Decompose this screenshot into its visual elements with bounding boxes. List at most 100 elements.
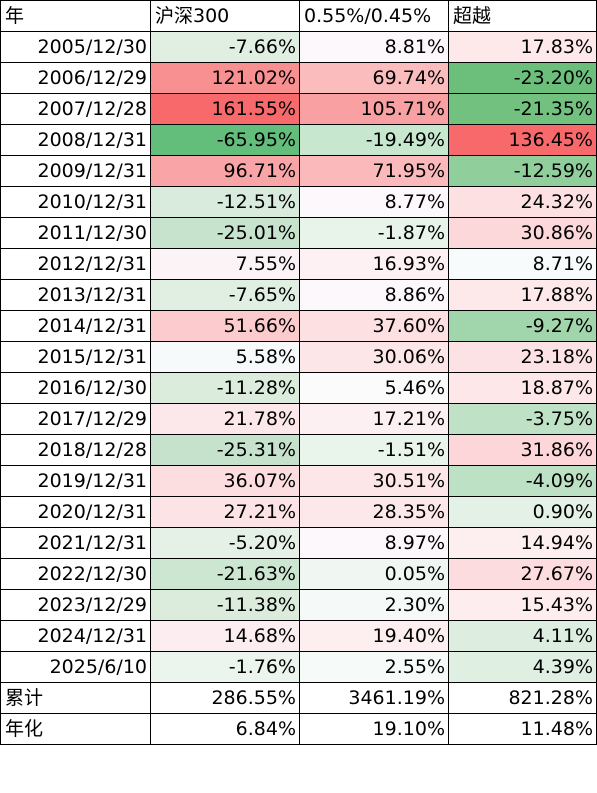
excess-return-cell: 31.86% — [448, 434, 597, 466]
strategy-return-cell: 37.60% — [299, 310, 449, 342]
summary-strategy-cell: 3461.19% — [299, 682, 449, 714]
table-row: 2024/12/31 14.68% 19.40% 4.11% — [0, 620, 597, 652]
year-cell: 2006/12/29 — [0, 62, 151, 94]
hs300-return-cell: -25.01% — [150, 217, 300, 249]
table-row: 2007/12/28 161.55% 105.71% -21.35% — [0, 93, 597, 125]
excess-return-cell: 17.88% — [448, 279, 597, 311]
excess-return-cell: 17.83% — [448, 31, 597, 63]
hs300-return-cell: -21.63% — [150, 558, 300, 590]
summary-excess-cell: 821.28% — [448, 682, 597, 714]
summary-row: 年化 6.84% 19.10% 11.48% — [0, 713, 597, 745]
year-cell: 2013/12/31 — [0, 279, 151, 311]
summary-hs300-cell: 286.55% — [150, 682, 300, 714]
table-row: 2017/12/29 21.78% 17.21% -3.75% — [0, 403, 597, 435]
hs300-return-cell: -11.38% — [150, 589, 300, 621]
hs300-return-cell: 121.02% — [150, 62, 300, 94]
strategy-return-cell: 17.21% — [299, 403, 449, 435]
year-cell: 2024/12/31 — [0, 620, 151, 652]
strategy-return-cell: 16.93% — [299, 248, 449, 280]
excess-return-cell: -23.20% — [448, 62, 597, 94]
year-cell: 2021/12/31 — [0, 527, 151, 559]
table-row: 2021/12/31 -5.20% 8.97% 14.94% — [0, 527, 597, 559]
excess-return-cell: -3.75% — [448, 403, 597, 435]
table-row: 2008/12/31 -65.95% -19.49% 136.45% — [0, 124, 597, 156]
year-cell: 2019/12/31 — [0, 465, 151, 497]
table-row: 2025/6/10 -1.76% 2.55% 4.39% — [0, 651, 597, 683]
year-cell: 2010/12/31 — [0, 186, 151, 218]
table-row: 2010/12/31 -12.51% 8.77% 24.32% — [0, 186, 597, 218]
summary-row: 累计 286.55% 3461.19% 821.28% — [0, 682, 597, 714]
table-row: 2020/12/31 27.21% 28.35% 0.90% — [0, 496, 597, 528]
strategy-return-cell: -19.49% — [299, 124, 449, 156]
table-row: 2005/12/30 -7.66% 8.81% 17.83% — [0, 31, 597, 63]
year-cell: 2025/6/10 — [0, 651, 151, 683]
summary-excess-cell: 11.48% — [448, 713, 597, 745]
header-year: 年 — [0, 0, 151, 32]
year-cell: 2020/12/31 — [0, 496, 151, 528]
excess-return-cell: -12.59% — [448, 155, 597, 187]
excess-return-cell: 24.32% — [448, 186, 597, 218]
strategy-return-cell: 2.55% — [299, 651, 449, 683]
strategy-return-cell: 5.46% — [299, 372, 449, 404]
hs300-return-cell: -1.76% — [150, 651, 300, 683]
strategy-return-cell: -1.51% — [299, 434, 449, 466]
header-hs300: 沪深300 — [150, 0, 300, 32]
excess-return-cell: 4.11% — [448, 620, 597, 652]
year-cell: 2011/12/30 — [0, 217, 151, 249]
hs300-return-cell: 36.07% — [150, 465, 300, 497]
table-row: 2009/12/31 96.71% 71.95% -12.59% — [0, 155, 597, 187]
excess-return-cell: 30.86% — [448, 217, 597, 249]
strategy-return-cell: 30.51% — [299, 465, 449, 497]
summary-label-cell: 累计 — [0, 682, 151, 714]
hs300-return-cell: 14.68% — [150, 620, 300, 652]
strategy-return-cell: 2.30% — [299, 589, 449, 621]
hs300-return-cell: 27.21% — [150, 496, 300, 528]
year-cell: 2015/12/31 — [0, 341, 151, 373]
excess-return-cell: -9.27% — [448, 310, 597, 342]
header-excess: 超越 — [448, 0, 597, 32]
year-cell: 2018/12/28 — [0, 434, 151, 466]
year-cell: 2008/12/31 — [0, 124, 151, 156]
year-cell: 2023/12/29 — [0, 589, 151, 621]
hs300-return-cell: 21.78% — [150, 403, 300, 435]
hs300-return-cell: -65.95% — [150, 124, 300, 156]
summary-strategy-cell: 19.10% — [299, 713, 449, 745]
strategy-return-cell: 71.95% — [299, 155, 449, 187]
strategy-return-cell: 0.05% — [299, 558, 449, 590]
hs300-return-cell: 96.71% — [150, 155, 300, 187]
strategy-return-cell: 19.40% — [299, 620, 449, 652]
excess-return-cell: 4.39% — [448, 651, 597, 683]
excess-return-cell: -21.35% — [448, 93, 597, 125]
table-row: 2018/12/28 -25.31% -1.51% 31.86% — [0, 434, 597, 466]
strategy-return-cell: 69.74% — [299, 62, 449, 94]
header-row: 年 沪深300 0.55%/0.45% 超越 — [0, 0, 597, 32]
year-cell: 2017/12/29 — [0, 403, 151, 435]
excess-return-cell: 15.43% — [448, 589, 597, 621]
table-row: 2023/12/29 -11.38% 2.30% 15.43% — [0, 589, 597, 621]
summary-hs300-cell: 6.84% — [150, 713, 300, 745]
hs300-return-cell: 51.66% — [150, 310, 300, 342]
excess-return-cell: 8.71% — [448, 248, 597, 280]
table-row: 2012/12/31 7.55% 16.93% 8.71% — [0, 248, 597, 280]
strategy-return-cell: 8.77% — [299, 186, 449, 218]
table-row: 2016/12/30 -11.28% 5.46% 18.87% — [0, 372, 597, 404]
year-cell: 2007/12/28 — [0, 93, 151, 125]
header-strategy: 0.55%/0.45% — [299, 0, 449, 32]
table-row: 2015/12/31 5.58% 30.06% 23.18% — [0, 341, 597, 373]
excess-return-cell: 18.87% — [448, 372, 597, 404]
year-cell: 2022/12/30 — [0, 558, 151, 590]
excess-return-cell: 0.90% — [448, 496, 597, 528]
hs300-return-cell: -7.66% — [150, 31, 300, 63]
table-row: 2019/12/31 36.07% 30.51% -4.09% — [0, 465, 597, 497]
hs300-return-cell: 5.58% — [150, 341, 300, 373]
year-cell: 2016/12/30 — [0, 372, 151, 404]
excess-return-cell: 27.67% — [448, 558, 597, 590]
excess-return-cell: 14.94% — [448, 527, 597, 559]
table-row: 2022/12/30 -21.63% 0.05% 27.67% — [0, 558, 597, 590]
table-row: 2011/12/30 -25.01% -1.87% 30.86% — [0, 217, 597, 249]
hs300-return-cell: -7.65% — [150, 279, 300, 311]
hs300-return-cell: 161.55% — [150, 93, 300, 125]
year-cell: 2014/12/31 — [0, 310, 151, 342]
hs300-return-cell: -25.31% — [150, 434, 300, 466]
excess-return-cell: 136.45% — [448, 124, 597, 156]
